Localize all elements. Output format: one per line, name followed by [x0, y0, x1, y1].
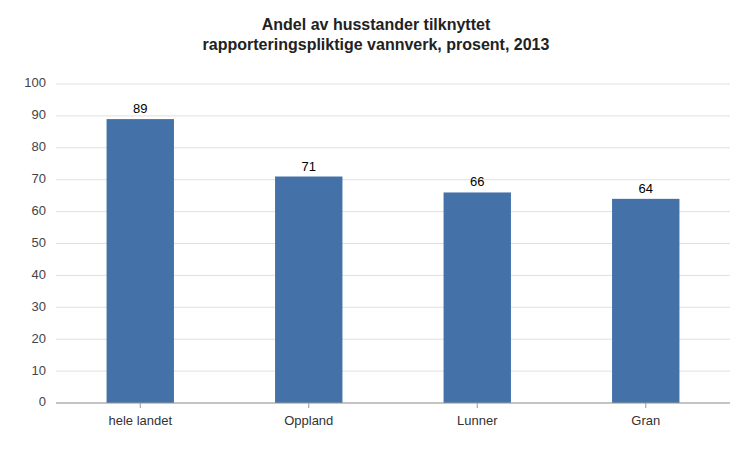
y-tick-label: 50 — [32, 235, 46, 250]
y-tick-label: 40 — [32, 267, 46, 282]
x-tick — [645, 403, 646, 408]
y-tick-label: 70 — [32, 171, 46, 186]
chart-svg: Andel av husstander tilknyttet rapporteri… — [0, 0, 752, 451]
data-label: 71 — [302, 159, 316, 174]
y-tick-label: 100 — [24, 75, 46, 90]
y-tick-label: 80 — [32, 139, 46, 154]
data-label: 66 — [470, 174, 484, 189]
bars — [107, 119, 680, 403]
x-tick — [308, 403, 309, 408]
page: {"chart_data": {"type": "bar", "title": … — [0, 0, 752, 451]
y-tick-label: 60 — [32, 203, 46, 218]
grid-line — [56, 115, 730, 116]
y-tick-label: 30 — [32, 299, 46, 314]
x-tick-label: hele landet — [108, 413, 172, 428]
x-tick-label: Oppland — [284, 413, 333, 428]
x-tick — [477, 403, 478, 408]
title: Andel av husstander tilknyttet rapporteri… — [203, 16, 550, 53]
bar — [275, 177, 342, 403]
data-label: 64 — [639, 181, 653, 196]
bar — [107, 119, 174, 403]
grid-line — [56, 84, 730, 85]
y-axis: 0 10 20 30 40 50 60 70 80 90 100 — [24, 75, 46, 409]
y-tick-label: 0 — [39, 394, 46, 409]
title-line: Andel av husstander tilknyttet — [262, 16, 491, 33]
title-line: rapporteringspliktige vannverk, prosent,… — [203, 36, 550, 53]
x-axis: hele landet Oppland Lunner Gran — [56, 403, 730, 428]
chart-container: Andel av husstander tilknyttet rapporteri… — [0, 0, 752, 451]
bar — [444, 192, 511, 403]
y-tick-label: 90 — [32, 107, 46, 122]
data-label: 89 — [133, 101, 147, 116]
x-tick — [140, 403, 141, 408]
grid-line — [56, 403, 730, 404]
y-tick-label: 10 — [32, 363, 46, 378]
y-tick-label: 20 — [32, 331, 46, 346]
data-labels: 89 71 66 64 — [133, 101, 653, 196]
x-tick-label: Gran — [631, 413, 660, 428]
grid — [56, 84, 730, 403]
x-axis-line — [56, 403, 730, 404]
x-tick-label: Lunner — [457, 413, 498, 428]
bar — [612, 199, 679, 403]
